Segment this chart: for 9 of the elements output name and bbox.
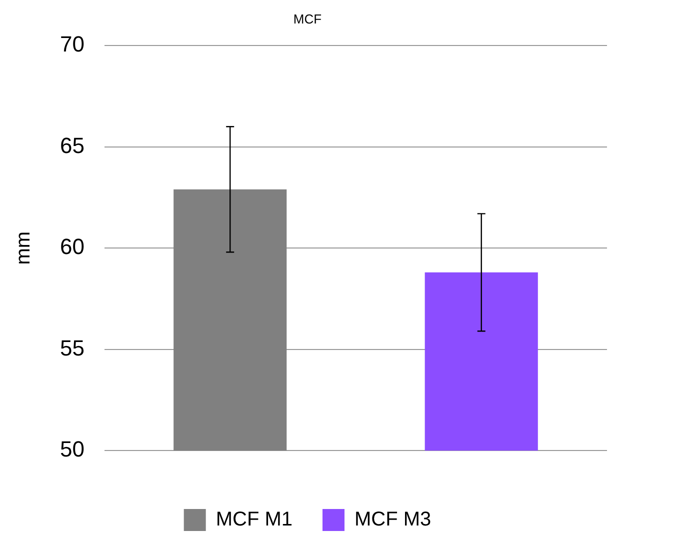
y-tick-label: 50: [60, 436, 84, 462]
chart-title: MCF: [293, 11, 322, 26]
y-tick-label: 65: [60, 132, 84, 158]
legend-label: MCF M3: [354, 508, 432, 531]
y-tick-label: 70: [60, 32, 84, 57]
y-tick-label: 55: [60, 335, 84, 360]
y-axis-title: mm: [12, 231, 35, 265]
legend-label: MCF M1: [216, 508, 293, 531]
y-tick-label: 60: [60, 234, 84, 260]
